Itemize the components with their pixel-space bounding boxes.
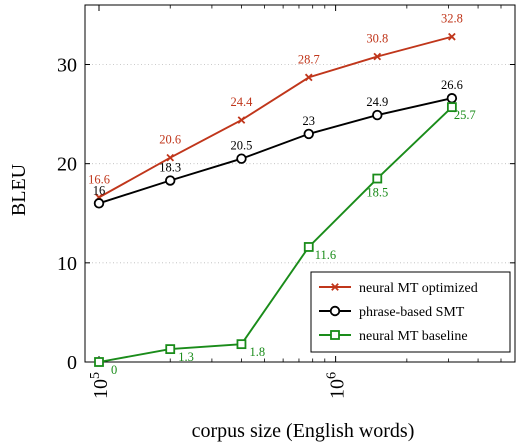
data-labels: 16.6 20.6 24.4 28.7 30.8 32.8 16 18.3 20.5 23 24.9…: [88, 12, 476, 377]
data-label: 20.5: [231, 139, 253, 153]
data-label: 1.8: [249, 345, 265, 359]
legend-box: [310, 271, 511, 353]
plot-frame: [84, 4, 516, 363]
data-label: 32.8: [441, 12, 463, 26]
series-line: [98, 35, 453, 199]
x-axis-label: corpus size (English words): [192, 420, 415, 442]
point-marker-x: [166, 153, 175, 162]
point-marker-x: [304, 73, 313, 82]
point-marker-circle: [93, 198, 105, 209]
data-label: 23: [303, 114, 316, 128]
point-marker-circle: [372, 109, 383, 121]
point-marker-circle: [446, 93, 458, 104]
y-tick-label: 10: [57, 253, 77, 275]
data-label: 20.6: [159, 133, 181, 147]
legend: neural MT optimized phrase-based SMT neura…: [310, 271, 511, 353]
y-tick-label: 0: [67, 352, 77, 374]
point-marker-x: [237, 116, 246, 124]
point-marker-x: [373, 52, 382, 61]
y-tick-label: 20: [57, 154, 77, 176]
point-marker-square: [94, 357, 104, 367]
data-label: 16.6: [88, 172, 110, 186]
x-tick-label-group: 105: [88, 372, 112, 399]
data-label: 0: [111, 363, 117, 377]
data-label: 26.6: [441, 78, 463, 92]
y-tick-label: 30: [57, 55, 77, 77]
series-line: [98, 97, 453, 205]
data-label: 24.9: [366, 95, 388, 109]
point-marker-square: [236, 339, 247, 350]
data-label: 18.5: [366, 186, 388, 200]
point-marker-x: [448, 32, 456, 41]
point-marker-square: [165, 344, 176, 355]
legend-label: neural MT optimized: [359, 281, 478, 296]
series-line: [98, 106, 453, 363]
point-marker-square: [303, 242, 314, 252]
data-label: 18.3: [159, 161, 181, 175]
axis-ticks: 0 10 20 30 105 106: [57, 5, 515, 399]
x-tick-label: 106: [325, 372, 349, 399]
point-marker-circle: [236, 153, 247, 164]
data-label: 30.8: [366, 32, 388, 46]
data-label: 24.4: [231, 95, 254, 109]
point-marker-circle: [329, 305, 341, 317]
y-axis-label: BLEU: [8, 163, 30, 216]
point-marker-square: [330, 330, 340, 340]
x-tick-label-group: 106: [325, 372, 349, 399]
legend-label: neural MT baseline: [359, 329, 468, 344]
point-marker-x: [331, 283, 339, 291]
point-marker-square: [446, 102, 457, 113]
data-label: 28.7: [298, 52, 320, 66]
data-label: 11.6: [315, 248, 336, 262]
point-marker-circle: [303, 128, 314, 140]
data-label: 1.3: [178, 350, 194, 364]
data-label: 16: [93, 183, 106, 197]
series: [93, 32, 458, 367]
legend-label: phrase-based SMT: [359, 305, 465, 320]
point-marker-square: [372, 173, 383, 184]
x-tick-label: 105: [88, 372, 112, 399]
data-label: 25.7: [454, 108, 476, 122]
point-marker-circle: [165, 175, 176, 186]
